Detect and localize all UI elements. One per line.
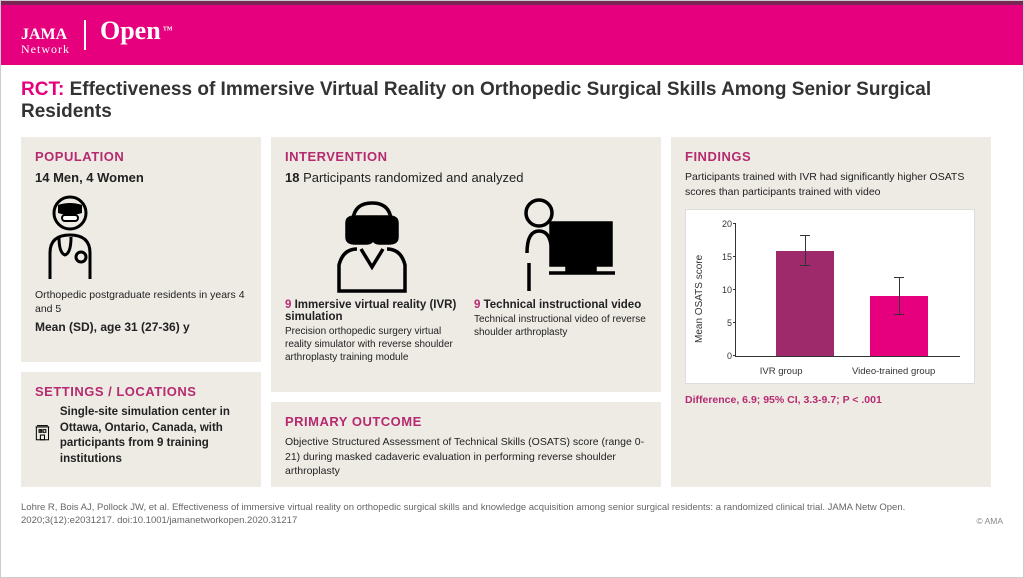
column-2: INTERVENTION 18 Participants randomized … bbox=[271, 137, 661, 487]
population-desc: Orthopedic postgraduate residents in yea… bbox=[35, 289, 247, 316]
grid: POPULATION 14 Men, 4 Women Orthopedic po… bbox=[21, 137, 1003, 487]
title-prefix: RCT: bbox=[21, 79, 64, 100]
intervention-columns: 9 Immersive virtual reality (IVR) simula… bbox=[285, 193, 647, 364]
population-box: POPULATION 14 Men, 4 Women Orthopedic po… bbox=[21, 137, 261, 362]
primary-head: PRIMARY OUTCOME bbox=[285, 414, 647, 429]
content: RCT: Effectiveness of Immersive Virtual … bbox=[1, 65, 1023, 493]
computer-video-icon bbox=[501, 193, 621, 293]
osats-bar-chart: Mean OSATS score 05101520 IVR group Vide… bbox=[685, 209, 975, 384]
findings-head: FINDINGS bbox=[685, 149, 977, 164]
logo-open: Open™ bbox=[100, 16, 173, 46]
citation-row: Lohre R, Bois AJ, Pollock JW, et al. Eff… bbox=[1, 493, 1023, 528]
intervention-sub: 18 Participants randomized and analyzed bbox=[285, 170, 647, 185]
citation-text: Lohre R, Bois AJ, Pollock JW, et al. Eff… bbox=[21, 501, 956, 528]
jama-network-open-logo: JAMA Network Open™ bbox=[21, 16, 173, 55]
video-column: 9 Technical instructional video Technica… bbox=[474, 193, 647, 364]
copyright-ama: © AMA bbox=[976, 516, 1003, 528]
ytick-label: 0 bbox=[712, 351, 732, 361]
xlabel-video: Video-trained group bbox=[852, 366, 935, 377]
hospital-icon bbox=[35, 405, 50, 459]
video-desc: Technical instructional video of reverse… bbox=[474, 313, 647, 339]
logo-left: JAMA Network bbox=[21, 27, 70, 55]
ytick-label: 10 bbox=[712, 285, 732, 295]
chart-bar bbox=[776, 251, 834, 357]
title-text: Effectiveness of Immersive Virtual Reali… bbox=[21, 79, 931, 122]
column-1: POPULATION 14 Men, 4 Women Orthopedic po… bbox=[21, 137, 261, 487]
intervention-head: INTERVENTION bbox=[285, 149, 647, 164]
ivr-desc: Precision orthopedic surgery virtual rea… bbox=[285, 325, 458, 364]
intervention-box: INTERVENTION 18 Participants randomized … bbox=[271, 137, 661, 392]
chart-plot: 05101520 IVR group Video-trained group bbox=[711, 220, 966, 377]
findings-text: Participants trained with IVR had signif… bbox=[685, 170, 977, 199]
logo-separator bbox=[84, 20, 86, 50]
vr-headset-icon bbox=[317, 193, 427, 293]
settings-box: SETTINGS / LOCATIONS bbox=[21, 372, 261, 487]
settings-text: Single-site simulation center in Ottawa,… bbox=[60, 405, 247, 467]
settings-body: Single-site simulation center in Ottawa,… bbox=[35, 405, 247, 467]
population-head: POPULATION bbox=[35, 149, 247, 164]
logo-jama: JAMA bbox=[21, 27, 70, 43]
settings-head: SETTINGS / LOCATIONS bbox=[35, 384, 247, 399]
primary-text: Objective Structured Assessment of Techn… bbox=[285, 435, 647, 479]
ytick-label: 15 bbox=[712, 252, 732, 262]
population-sub: 14 Men, 4 Women bbox=[35, 170, 247, 185]
visual-abstract: JAMA Network Open™ RCT: Effectiveness of… bbox=[0, 0, 1024, 578]
ivr-column: 9 Immersive virtual reality (IVR) simula… bbox=[285, 193, 458, 364]
xlabel-ivr: IVR group bbox=[760, 366, 803, 377]
chart-ylabel: Mean OSATS score bbox=[694, 220, 705, 377]
population-mean: Mean (SD), age 31 (27-36) y bbox=[35, 320, 247, 334]
header: JAMA Network Open™ bbox=[1, 5, 1023, 65]
primary-outcome-box: PRIMARY OUTCOME Objective Structured Ass… bbox=[271, 402, 661, 487]
ivr-title: 9 Immersive virtual reality (IVR) simula… bbox=[285, 299, 458, 323]
findings-box: FINDINGS Participants trained with IVR h… bbox=[671, 137, 991, 487]
doctor-icon bbox=[35, 191, 105, 281]
chart-xlabels: IVR group Video-trained group bbox=[735, 366, 960, 377]
abstract-title: RCT: Effectiveness of Immersive Virtual … bbox=[21, 79, 1003, 123]
ytick-label: 5 bbox=[712, 318, 732, 328]
video-title: 9 Technical instructional video bbox=[474, 299, 647, 311]
column-3: FINDINGS Participants trained with IVR h… bbox=[671, 137, 991, 487]
ytick-label: 20 bbox=[712, 219, 732, 229]
plot-area: 05101520 bbox=[735, 224, 960, 357]
findings-difference: Difference, 6.9; 95% CI, 3.3-9.7; P < .0… bbox=[685, 394, 977, 406]
logo-network: Network bbox=[21, 43, 70, 55]
